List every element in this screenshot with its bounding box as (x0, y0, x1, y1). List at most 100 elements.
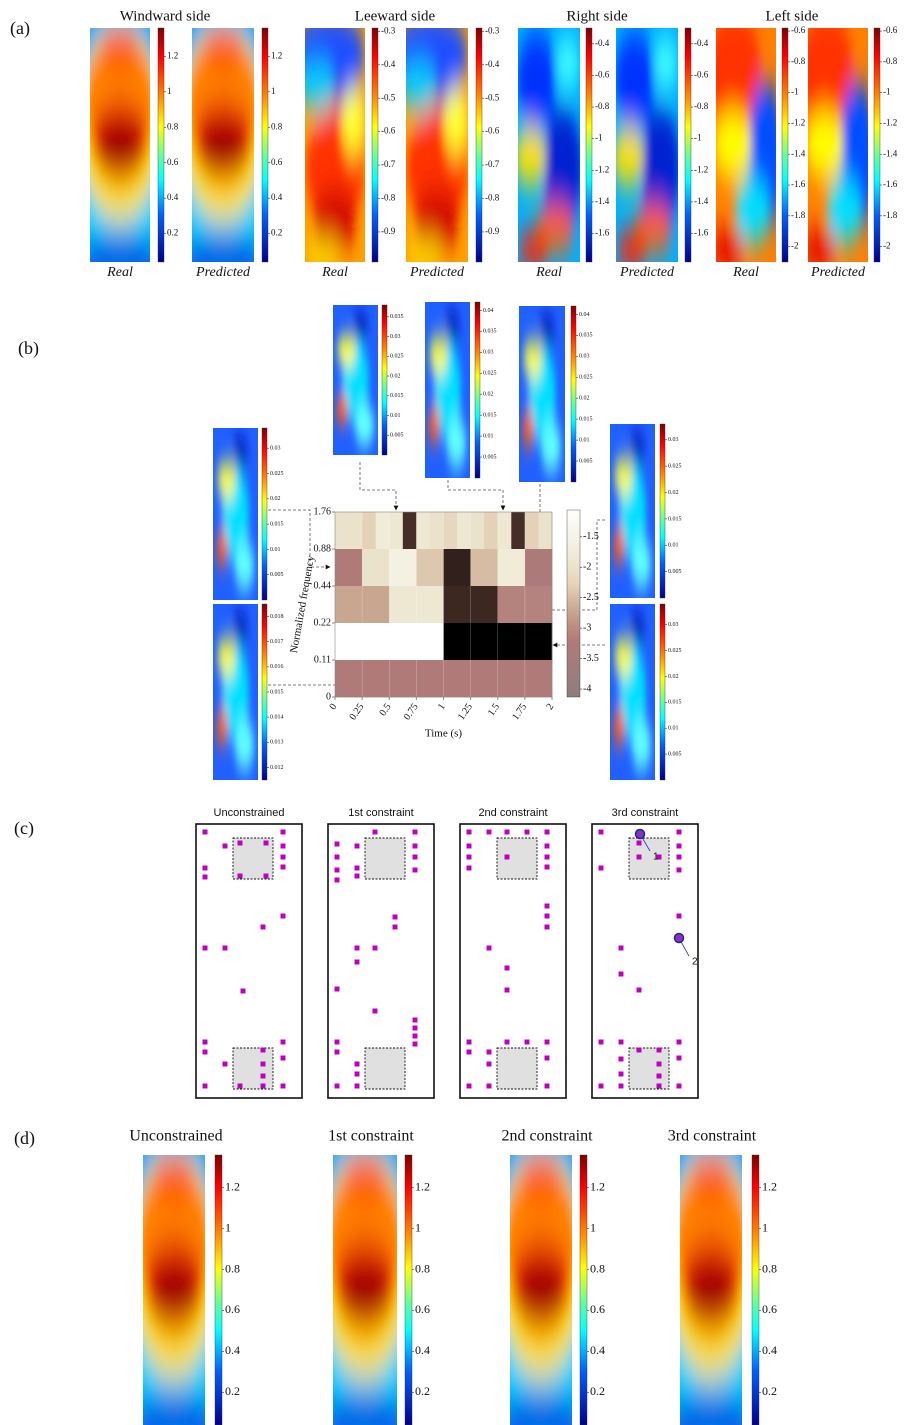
heat-map (707, 12, 783, 269)
heat-blob (734, 178, 770, 244)
colorbar-tick-label: 0.02 (668, 674, 679, 680)
sensor (373, 946, 378, 951)
sensor (505, 830, 510, 835)
colorbar-tick-label: -0.6 (791, 25, 806, 35)
heat-blob (613, 528, 626, 563)
colorbar-tick-label: 0.013 (270, 740, 284, 746)
sensor (505, 1040, 510, 1045)
colorbar-tick-label: -2 (883, 241, 891, 251)
heat-map (514, 28, 582, 269)
sensor (413, 844, 418, 849)
colorbar-tick-label: 0.015 (270, 521, 284, 527)
colorbar-tick-label: 0.4 (225, 1343, 240, 1357)
sensor (281, 855, 286, 860)
sensor (355, 960, 360, 965)
heatmap-cell (484, 512, 498, 549)
sensor (355, 866, 360, 871)
colorbar-tick-label: -2 (583, 562, 591, 573)
sensor (677, 868, 682, 873)
colorbar-tick-label: -1 (883, 87, 891, 97)
sensor (487, 1050, 492, 1055)
heat-map-field (314, 1128, 416, 1425)
sensor (261, 1074, 266, 1079)
heat-map (314, 1128, 416, 1425)
heat-map (612, 28, 680, 269)
heatmap-cell (362, 512, 376, 549)
colorbar-tick-label: 0.6 (225, 1302, 240, 1316)
heat-blob (299, 63, 335, 110)
colorbar-tick-label: -1.5 (583, 531, 599, 542)
heatmap-cell (335, 512, 349, 549)
colorbar-tick-label: 0.005 (668, 751, 682, 757)
core-area (233, 1048, 273, 1089)
heatmap-cell (525, 512, 539, 549)
colorbar-tick-label: 0.2 (762, 1384, 777, 1398)
sensor (413, 868, 418, 873)
sensor (619, 1040, 624, 1045)
sensor (545, 914, 550, 919)
colorbar-tick-label: 0.8 (271, 121, 283, 131)
heat-blob (313, 192, 356, 248)
group-title: Left side (766, 8, 819, 24)
constraint-title: 2nd constraint (478, 807, 547, 819)
colorbar-tick-label: 0.4 (271, 192, 283, 202)
heat-blob (217, 639, 237, 674)
colorbar-tick-label: 1.2 (762, 1179, 777, 1193)
colorbar-tick-label: -0.8 (791, 56, 806, 66)
heat-blob (826, 178, 862, 244)
heat-blob (714, 112, 752, 178)
sensor (467, 830, 472, 835)
colorbar-tick-label: 0.005 (579, 458, 593, 464)
colorbar (571, 306, 576, 482)
colorbar (685, 28, 691, 262)
heat-map (799, 12, 875, 269)
colorbar-tick-label: 0.6 (762, 1302, 777, 1316)
heat-blob (616, 232, 647, 269)
colorbar-tick-label: -3.5 (583, 653, 599, 664)
sensor (413, 830, 418, 835)
heat-blob (514, 129, 546, 185)
colorbar-tick-label: 0.03 (390, 334, 401, 340)
core-area (629, 1048, 669, 1089)
heat-blob (98, 129, 141, 162)
sensor (355, 1072, 360, 1077)
x-axis-title: Time (s) (425, 728, 463, 740)
panel-label: (c) (14, 818, 34, 839)
heat-blob (444, 314, 460, 342)
heat-blob (400, 63, 437, 110)
colorbar-tick-label: -0.8 (485, 193, 500, 203)
heat-blob (201, 129, 246, 162)
colorbar-tick-label: 0.025 (270, 471, 284, 477)
colorbar-tick-label: -0.6 (595, 69, 610, 79)
x-tick-label: 1.25 (456, 702, 475, 723)
colorbar-tick-label: 0.016 (270, 664, 284, 670)
marker-ring (675, 934, 684, 943)
sensor (261, 1062, 266, 1067)
sensor (619, 1084, 624, 1089)
colorbar-tick-label: 0.6 (271, 157, 283, 167)
sensor (619, 1072, 624, 1077)
colorbar-tick-label: 1.2 (167, 50, 178, 60)
sensor (335, 1050, 340, 1055)
colorbar-tick-label: -1.2 (595, 164, 609, 174)
heat-blob (204, 28, 241, 65)
colorbar-tick-label: -1 (791, 87, 799, 97)
sensor (599, 866, 604, 871)
sensor (545, 830, 550, 835)
sensor (203, 830, 208, 835)
marker-label: 1 (653, 852, 659, 863)
colorbar-tick-label: 0.015 (390, 393, 404, 399)
sensor (281, 1040, 286, 1045)
colorbar (372, 28, 378, 262)
heatmap-cell (362, 549, 389, 586)
heatmap-cell (525, 549, 552, 586)
sensor (223, 844, 228, 849)
heat-blob (429, 337, 449, 372)
colorbar-tick-label: 0.8 (590, 1261, 605, 1275)
colorbar-tick-label: 0.015 (483, 413, 497, 419)
heat-blob (802, 232, 838, 269)
marker-ring (636, 830, 645, 839)
sensor (545, 904, 550, 909)
colorbar-tick-label: -1.4 (791, 148, 806, 158)
heatmap-cell (511, 512, 525, 549)
